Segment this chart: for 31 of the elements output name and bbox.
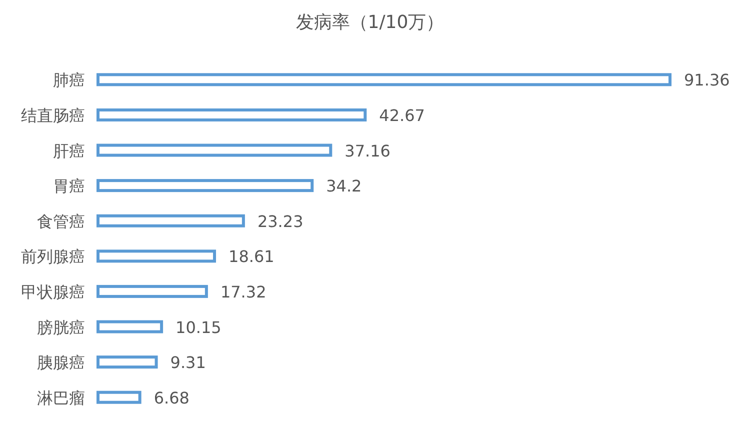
bar — [96, 144, 332, 157]
bar — [96, 320, 164, 334]
data-label: 18.61 — [228, 247, 274, 266]
bar — [96, 108, 367, 122]
data-label: 6.68 — [154, 388, 190, 408]
bar — [96, 73, 672, 86]
data-label: 42.67 — [379, 106, 425, 125]
y-tick-label: 肝癌 — [53, 141, 85, 160]
bar — [96, 214, 245, 228]
data-label: 37.16 — [344, 141, 390, 160]
y-tick-label: 肺癌 — [53, 70, 85, 90]
y-tick-label: 膀胱癌 — [37, 318, 85, 337]
data-label: 10.15 — [176, 318, 222, 337]
chart-title: 发病率（1/10万） — [296, 12, 444, 33]
data-label: 17.32 — [220, 282, 266, 302]
y-tick-label: 甲状腺癌 — [21, 282, 85, 302]
bar — [96, 250, 216, 263]
y-tick-label: 淋巴瘤 — [37, 388, 85, 408]
bar — [96, 356, 158, 369]
data-label: 23.23 — [257, 212, 304, 231]
data-label: 9.31 — [170, 353, 206, 372]
y-tick-label: 胃癌 — [53, 176, 85, 196]
y-tick-label: 前列腺癌 — [21, 247, 85, 266]
y-tick-label: 胰腺癌 — [37, 353, 85, 372]
y-tick-label: 食管癌 — [37, 212, 85, 231]
bar — [96, 284, 208, 298]
y-tick-label: 结直肠癌 — [21, 106, 85, 125]
data-label: 34.2 — [326, 176, 362, 196]
bar — [96, 390, 142, 404]
data-label: 91.36 — [684, 70, 730, 90]
bar — [96, 179, 314, 192]
